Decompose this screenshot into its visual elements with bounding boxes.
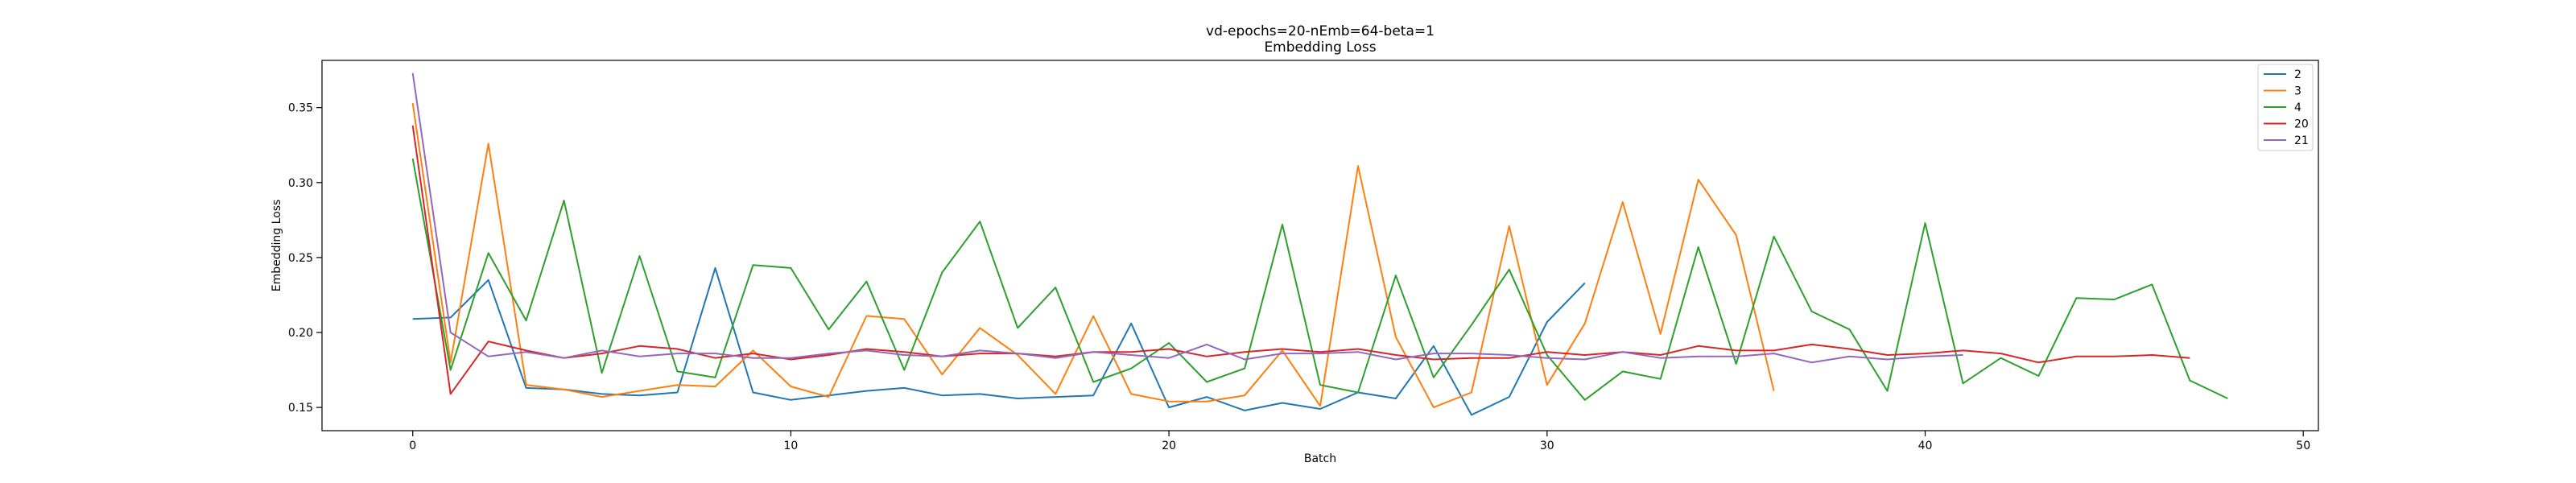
plot-frame — [321, 60, 2319, 431]
y-tick-label: 0.35 — [288, 102, 313, 115]
y-axis-label: Embedding Loss — [270, 200, 283, 292]
chart-subtitle: Embedding Loss — [1264, 39, 1376, 56]
x-tick-label: 20 — [1162, 440, 1176, 452]
y-tick-label: 0.30 — [288, 177, 313, 190]
x-axis-ticks: 0 10 20 30 40 50 — [409, 431, 2310, 452]
legend-label-2: 2 — [2294, 68, 2301, 81]
chart-title: vd-epochs=20-nEmb=64-beta=1 — [1206, 23, 1435, 39]
x-tick-label: 50 — [2296, 440, 2310, 452]
x-axis-label: Batch — [1304, 452, 1336, 465]
series-line-20 — [411, 125, 2190, 395]
plot-lines — [411, 72, 2228, 416]
y-tick-label: 0.15 — [288, 402, 313, 415]
series-line-2 — [412, 266, 1586, 416]
x-tick-label: 0 — [409, 440, 416, 452]
x-tick-label: 30 — [1540, 440, 1554, 452]
x-tick-label: 40 — [1918, 440, 1933, 452]
legend-label-21: 21 — [2294, 134, 2309, 147]
y-tick-label: 0.20 — [288, 327, 313, 340]
legend-label-4: 4 — [2294, 101, 2301, 114]
series-line-4 — [411, 158, 2228, 401]
x-tick-label: 10 — [784, 440, 799, 452]
y-axis-ticks: 0.15 0.20 0.25 0.30 0.35 — [288, 102, 322, 415]
legend-label-3: 3 — [2294, 85, 2301, 98]
y-tick-label: 0.25 — [288, 252, 313, 265]
legend: 2 3 4 20 21 — [2257, 64, 2314, 151]
series-line-21 — [411, 72, 1963, 364]
series-line-3 — [411, 102, 1775, 409]
legend-label-20: 20 — [2294, 118, 2309, 131]
